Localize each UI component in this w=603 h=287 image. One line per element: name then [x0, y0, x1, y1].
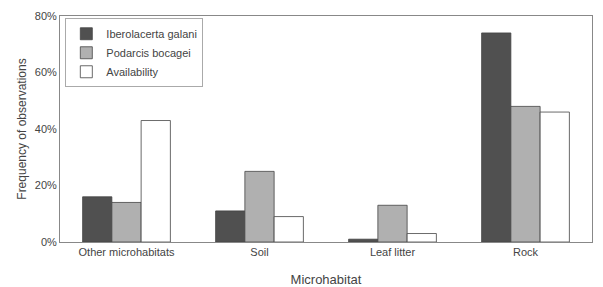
- svg-text:0%: 0%: [41, 236, 57, 248]
- svg-text:Other microhabitats: Other microhabitats: [79, 246, 175, 258]
- svg-text:Soil: Soil: [250, 246, 268, 258]
- svg-text:40%: 40%: [35, 123, 57, 135]
- svg-text:Leaf litter: Leaf litter: [370, 246, 416, 258]
- svg-text:Microhabitat: Microhabitat: [291, 272, 362, 287]
- svg-text:Availability: Availability: [106, 66, 158, 78]
- svg-text:Podarcis bocagei: Podarcis bocagei: [106, 47, 190, 59]
- svg-text:80%: 80%: [35, 10, 57, 22]
- svg-text:Frequency of observations: Frequency of observations: [15, 58, 29, 199]
- svg-text:Iberolacerta galani: Iberolacerta galani: [106, 28, 197, 40]
- svg-text:60%: 60%: [35, 66, 57, 78]
- svg-text:Rock: Rock: [513, 246, 539, 258]
- svg-text:20%: 20%: [35, 179, 57, 191]
